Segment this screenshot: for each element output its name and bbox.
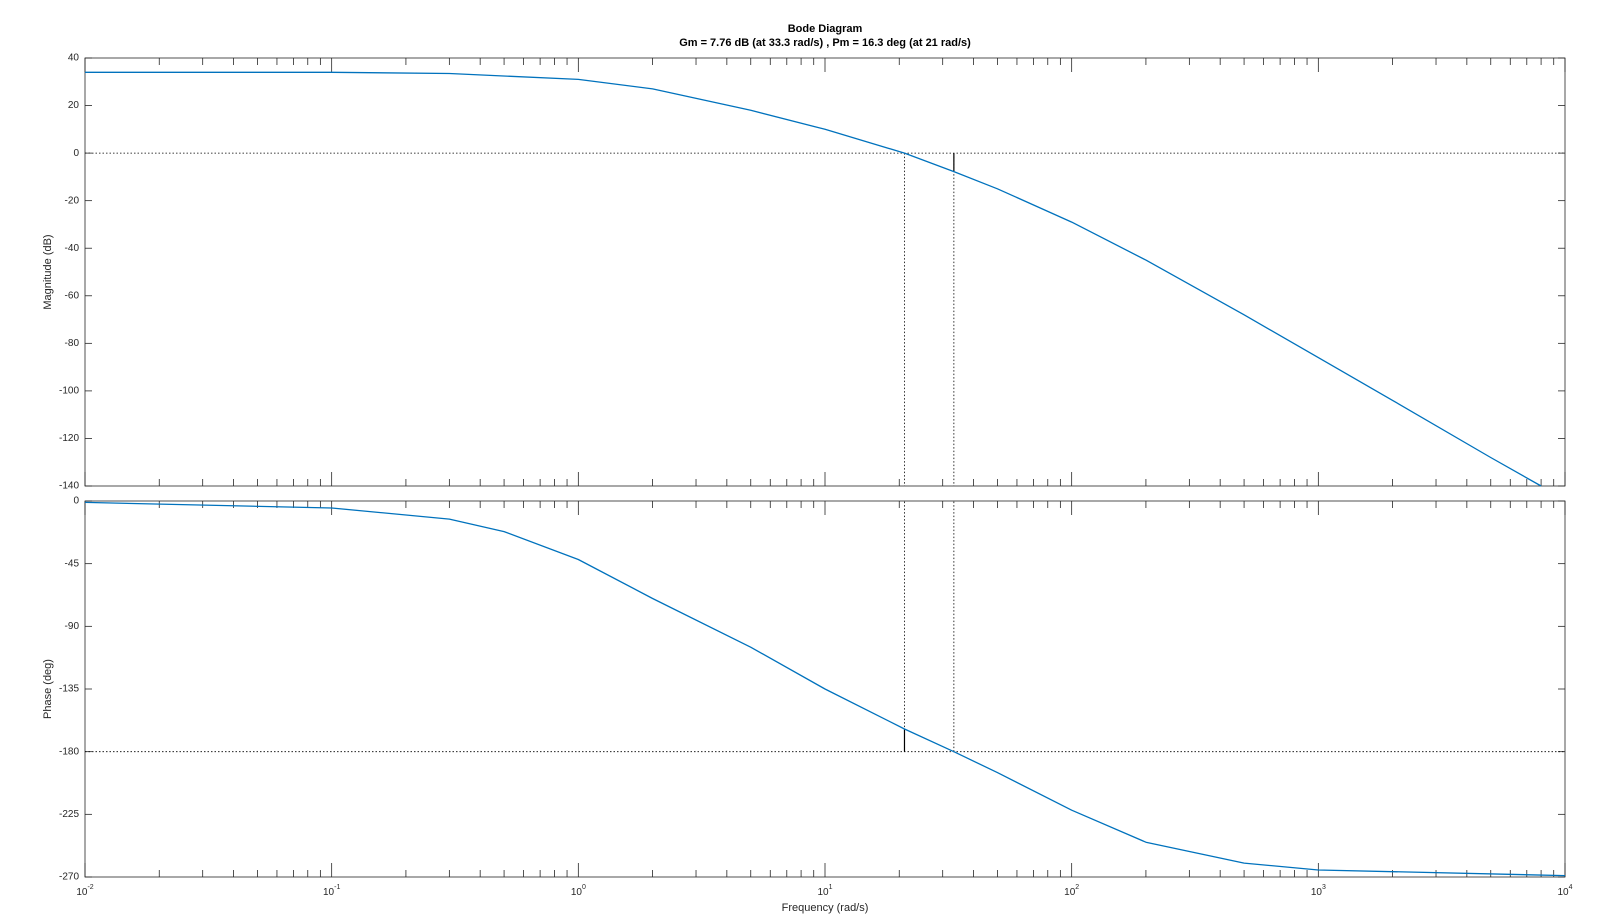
- response-curve: [85, 71, 1542, 487]
- y-tick-label: 0: [73, 496, 79, 507]
- chart-subtitle: Gm = 7.76 dB (at 33.3 rad/s) , Pm = 16.3…: [679, 37, 971, 49]
- y-tick-label: -135: [59, 684, 79, 695]
- x-tick-label: 101: [817, 884, 832, 898]
- x-tick-label: 10-1: [323, 884, 340, 898]
- y-axis-label: Phase (deg): [42, 659, 54, 719]
- x-tick-label: 10-2: [76, 884, 93, 898]
- x-tick-label: 103: [1311, 884, 1326, 898]
- y-axis-label: Magnitude (dB): [42, 234, 54, 309]
- x-tick-exponent: 0: [582, 884, 586, 891]
- x-tick-base: 10: [817, 887, 829, 898]
- y-tick-label: 20: [68, 100, 80, 111]
- plot-frame: [84, 57, 1566, 487]
- y-tick-label: -225: [59, 809, 79, 820]
- x-tick-exponent: 1: [829, 884, 833, 891]
- y-tick-label: -120: [59, 433, 79, 444]
- x-tick-base: 10: [1064, 887, 1076, 898]
- y-tick-label: -100: [59, 386, 79, 397]
- y-tick-label: 0: [73, 148, 79, 159]
- x-tick-base: 10: [323, 887, 335, 898]
- y-tick-label: -80: [65, 338, 80, 349]
- y-tick-label: -140: [59, 481, 79, 492]
- x-tick-exponent: 2: [1075, 884, 1079, 891]
- y-tick-label: -20: [65, 195, 80, 206]
- x-tick-base: 10: [76, 887, 88, 898]
- y-tick-label: -180: [59, 746, 79, 757]
- x-tick-label: 102: [1064, 884, 1079, 898]
- y-tick-label: -45: [65, 558, 80, 569]
- x-tick-exponent: -2: [87, 884, 93, 891]
- x-tick-label: 104: [1557, 884, 1572, 898]
- x-tick-exponent: 3: [1322, 884, 1326, 891]
- x-axis-label: Frequency (rad/s): [782, 902, 869, 914]
- y-tick-label: -60: [65, 290, 80, 301]
- x-tick-base: 10: [1311, 887, 1323, 898]
- y-tick-label: -40: [65, 243, 80, 254]
- y-tick-label: 40: [68, 53, 80, 64]
- y-tick-label: -90: [65, 621, 80, 632]
- x-tick-base: 10: [571, 887, 583, 898]
- x-tick-base: 10: [1557, 887, 1569, 898]
- x-tick-exponent: -1: [334, 884, 340, 891]
- y-tick-label: -270: [59, 872, 79, 883]
- response-curve: [84, 501, 1566, 877]
- chart-title: Bode Diagram: [788, 23, 863, 35]
- x-tick-exponent: 4: [1569, 884, 1573, 891]
- x-tick-label: 100: [571, 884, 586, 898]
